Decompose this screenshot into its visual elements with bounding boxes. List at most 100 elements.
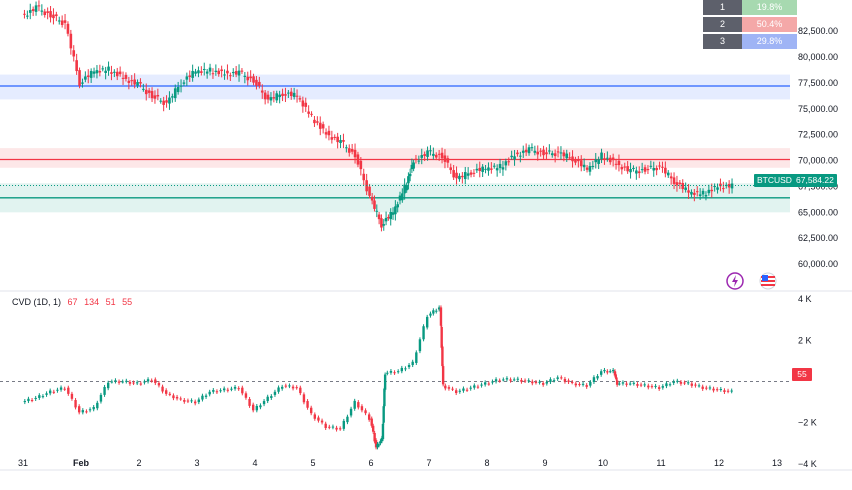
- cvd-bar: [56, 389, 59, 391]
- candle-body: [226, 70, 229, 74]
- candle-body: [345, 147, 348, 149]
- candle-body: [211, 73, 215, 75]
- cvd-bar: [125, 380, 128, 382]
- cvd-tick-label: 4 K: [798, 294, 812, 304]
- cvd-bar: [563, 378, 567, 382]
- candle-body: [72, 50, 76, 57]
- candle-body: [84, 76, 87, 80]
- cvd-bar: [570, 382, 574, 384]
- candle-body: [78, 70, 81, 86]
- cvd-bar: [222, 388, 226, 391]
- candle-body: [194, 71, 197, 74]
- cvd-bar: [38, 395, 41, 398]
- cvd-bar: [255, 405, 259, 411]
- cvd-bar: [665, 383, 668, 387]
- candle-body: [719, 183, 722, 187]
- candle-body: [246, 76, 250, 81]
- candle-body: [481, 166, 484, 172]
- candle-body: [432, 153, 435, 156]
- candle-body: [548, 150, 551, 152]
- cvd-bar: [164, 390, 168, 394]
- cvd-bar: [23, 401, 27, 403]
- cvd-bar: [469, 387, 472, 389]
- candle-body: [637, 171, 641, 174]
- candle-body: [121, 77, 125, 79]
- candle-body: [382, 224, 386, 226]
- candle-body: [217, 70, 221, 75]
- candle-body: [89, 70, 93, 78]
- cvd-bar: [172, 395, 175, 399]
- cvd-bar: [349, 408, 353, 416]
- cvd-bar: [454, 390, 458, 394]
- cvd-bar: [99, 394, 103, 402]
- candle-body: [669, 176, 673, 179]
- candle-body: [231, 71, 235, 74]
- candle-body: [408, 173, 412, 177]
- candle-body: [243, 75, 247, 77]
- candle-body: [370, 196, 374, 201]
- candle-body: [156, 94, 160, 97]
- candle-body: [658, 165, 661, 167]
- cvd-bar: [150, 380, 153, 382]
- cvd-bar: [175, 396, 179, 399]
- cvd-bar: [712, 388, 715, 391]
- candle-body: [492, 165, 496, 167]
- candle-body: [86, 75, 90, 77]
- x-tick-label: 6: [368, 458, 373, 468]
- cvd-title[interactable]: CVD (1D, 1): [12, 297, 62, 307]
- candle-body: [536, 151, 540, 155]
- candle-body: [336, 136, 339, 143]
- cvd-bar: [476, 386, 480, 388]
- cvd-bar: [683, 382, 686, 384]
- candle-body: [252, 76, 255, 83]
- cvd-bar: [451, 388, 454, 390]
- candle-body: [704, 195, 708, 197]
- candle-body: [260, 90, 264, 93]
- cvd-bar: [534, 382, 538, 384]
- x-tick-label: 31: [18, 458, 28, 468]
- cvd-bar: [618, 383, 621, 385]
- cvd-bar: [462, 388, 465, 391]
- cvd-legend[interactable]: CVD (1D, 1) 67 134 51 55: [12, 297, 136, 307]
- price-tick-label: 80,000.00: [798, 52, 838, 62]
- candle-body: [681, 183, 685, 190]
- lightning-icon[interactable]: [726, 272, 744, 290]
- candle-body: [384, 217, 388, 222]
- cvd-bar: [697, 385, 701, 387]
- x-tick-label: 11: [656, 458, 665, 468]
- candle-body: [571, 156, 574, 162]
- candle-body: [574, 159, 577, 163]
- stats-row: 1 19.8%: [703, 0, 797, 15]
- candle-body: [377, 214, 381, 220]
- stats-percent: 50.4%: [742, 17, 797, 32]
- cvd-bar: [317, 417, 320, 421]
- candle-body: [63, 20, 67, 23]
- stats-row: 3 29.8%: [703, 34, 797, 49]
- price-tick-label: 75,000.00: [798, 104, 838, 114]
- candle-body: [205, 71, 209, 74]
- candle-body: [37, 5, 41, 7]
- us-flag-icon[interactable]: [759, 272, 777, 290]
- candle-body: [475, 168, 479, 171]
- candle-body: [313, 119, 316, 124]
- cvd-bar: [614, 374, 617, 378]
- candle-body: [220, 69, 223, 72]
- cvd-bar: [259, 405, 262, 408]
- x-tick-label: 8: [484, 458, 489, 468]
- cvd-bar: [531, 381, 534, 384]
- candle-body: [559, 152, 563, 154]
- cvd-bar: [679, 382, 683, 384]
- candle-body: [49, 11, 52, 18]
- candle-body: [223, 74, 226, 76]
- candle-body: [142, 88, 145, 90]
- cvd-bar: [661, 386, 665, 388]
- candle-body: [110, 72, 113, 74]
- cvd-bar: [520, 379, 523, 382]
- cvd-bar: [613, 371, 617, 376]
- cvd-bar: [128, 382, 132, 384]
- candle-body: [434, 154, 438, 158]
- candle-body: [55, 14, 58, 17]
- candle-body: [513, 156, 516, 160]
